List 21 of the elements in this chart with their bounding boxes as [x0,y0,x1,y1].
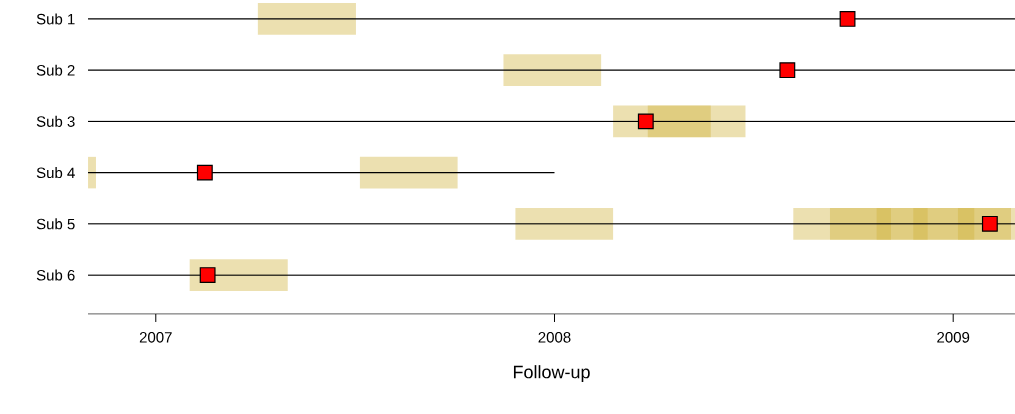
point [196,164,213,181]
y-tick-label: Sub 1 [36,13,75,25]
point [199,267,216,283]
y-tick-label: Sub 2 [36,64,75,76]
point [637,113,654,130]
bar [503,54,602,87]
bar [515,207,614,240]
y-tick-label: Sub 5 [36,218,75,230]
x-tick-label: 2008 [538,332,571,343]
point [839,11,856,27]
point [779,62,796,79]
bar [359,156,458,189]
bar [257,3,356,35]
y-tick-label: Sub 6 [36,269,75,281]
x-tick-label: 2009 [937,332,970,343]
x-tick-label: 2007 [139,332,172,343]
bar [647,105,746,138]
point [981,215,998,232]
x-axis-title: Follow-up [513,365,590,382]
y-tick-label: Sub 4 [36,167,75,179]
y-tick-label: Sub 3 [36,115,75,127]
